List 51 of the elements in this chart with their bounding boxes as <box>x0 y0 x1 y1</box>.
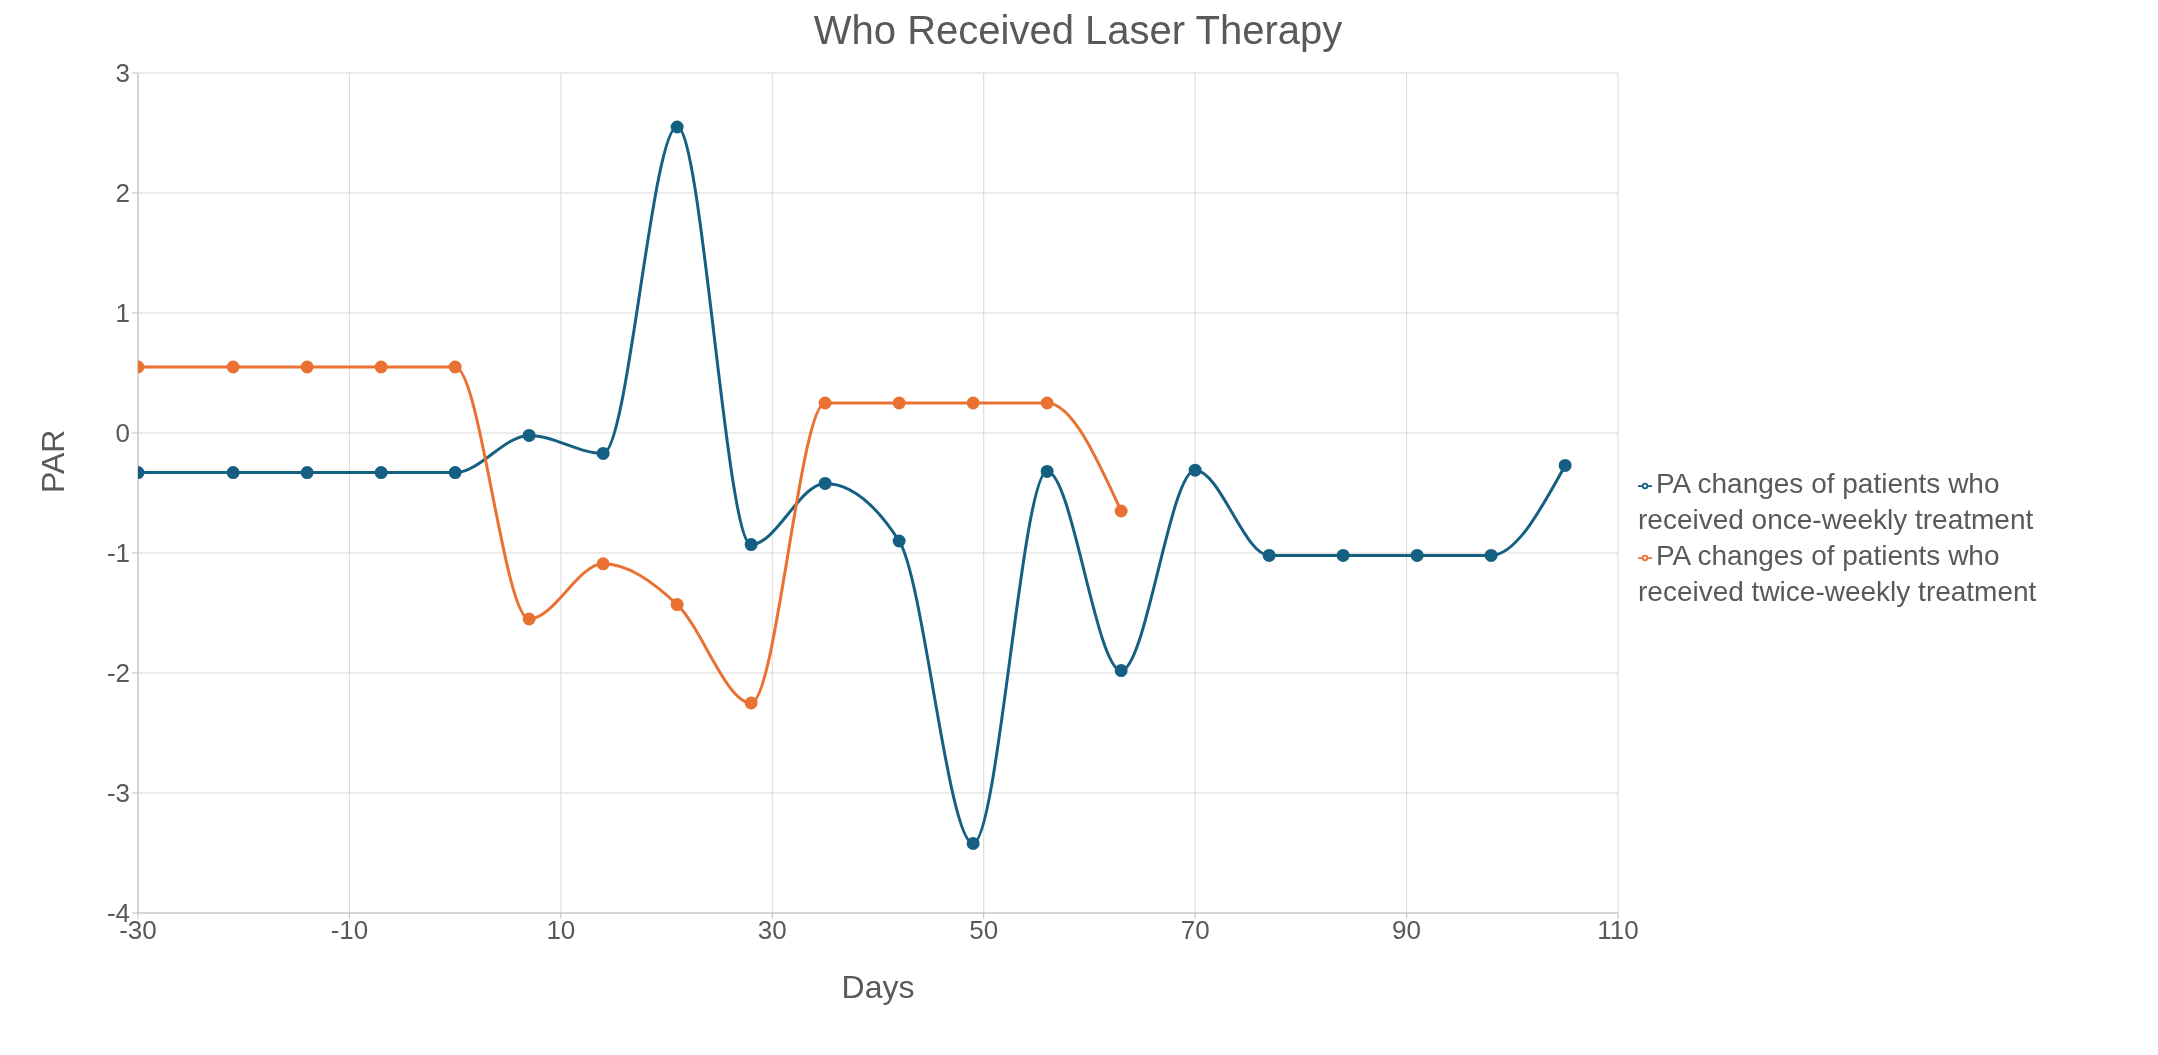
point <box>596 557 610 571</box>
y-tick-label: -2 <box>106 658 130 689</box>
point <box>522 428 536 442</box>
point <box>1336 548 1350 562</box>
y-axis-title: PAR <box>35 429 72 493</box>
y-tick-label: 3 <box>115 58 130 89</box>
point <box>226 466 240 480</box>
chart-title: Who Received Laser Therapy <box>812 8 1344 53</box>
point <box>1114 504 1128 518</box>
point <box>744 696 758 710</box>
y-tick-label: 1 <box>115 298 130 329</box>
point <box>892 534 906 548</box>
point <box>300 466 314 480</box>
y-tick-label: 0 <box>115 418 130 449</box>
point <box>1558 458 1572 472</box>
point <box>1040 396 1054 410</box>
x-tick-label: 50 <box>969 915 999 946</box>
point <box>670 598 684 612</box>
x-axis-title: Days <box>841 969 915 1005</box>
y-tick-label: -3 <box>106 778 130 809</box>
point <box>1484 548 1498 562</box>
point <box>966 396 980 410</box>
point <box>1040 464 1054 478</box>
point <box>448 466 462 480</box>
point <box>744 538 758 552</box>
point <box>1188 463 1202 477</box>
point <box>892 396 906 410</box>
x-tick-label: 90 <box>1392 915 1422 946</box>
point <box>374 466 388 480</box>
point <box>966 836 980 850</box>
point <box>448 360 462 374</box>
x-tick-label: 110 <box>1597 915 1639 946</box>
point <box>1262 548 1276 562</box>
y-tick-label: -1 <box>106 538 130 569</box>
x-tick-label: 30 <box>757 915 787 946</box>
y-tick-label: 2 <box>115 178 130 209</box>
point <box>1114 664 1128 678</box>
point <box>670 120 684 134</box>
x-tick-label: -10 <box>330 915 369 946</box>
point <box>818 476 832 490</box>
legend-label: PA changes of patients who received twice-weekly treatment <box>1638 540 2037 607</box>
point <box>818 396 832 410</box>
point <box>1410 548 1424 562</box>
point <box>374 360 388 374</box>
point <box>522 612 536 626</box>
x-tick-label: 70 <box>1180 915 1210 946</box>
point <box>300 360 314 374</box>
legend-label: PA changes of patients who received once-weekly treatment <box>1638 468 2034 535</box>
x-tick-label: 10 <box>546 915 576 946</box>
point <box>596 446 610 460</box>
point <box>226 360 240 374</box>
